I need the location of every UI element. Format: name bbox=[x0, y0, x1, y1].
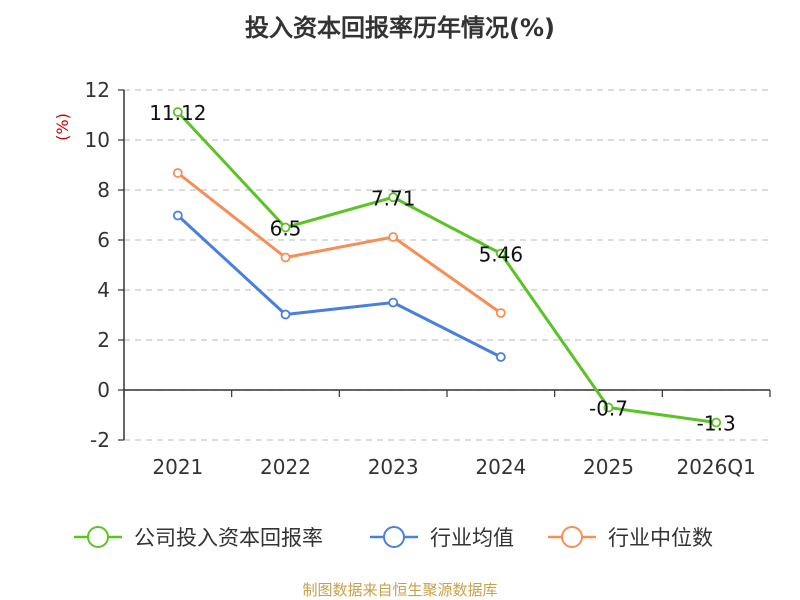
legend-marker bbox=[87, 526, 109, 548]
x-tick-label: 2023 bbox=[368, 455, 419, 479]
data-point bbox=[280, 222, 291, 233]
legend-label: 公司投入资本回报率 bbox=[134, 526, 323, 550]
legend-marker bbox=[383, 526, 405, 548]
x-tick-label: 2021 bbox=[152, 455, 203, 479]
y-tick-label: 8 bbox=[97, 178, 110, 202]
x-tick-label: 2026Q1 bbox=[676, 455, 755, 479]
series-line-2 bbox=[176, 171, 502, 315]
data-point bbox=[495, 248, 506, 259]
chart-title: 投入资本回报率历年情况(%) bbox=[245, 14, 555, 42]
data-point bbox=[172, 168, 183, 178]
data-point bbox=[172, 107, 183, 117]
y-tick-label: -2 bbox=[90, 428, 110, 452]
y-tick-label: 12 bbox=[85, 78, 110, 102]
grid-lines bbox=[124, 89, 770, 441]
legend-item-2[interactable]: 行业中位数 bbox=[548, 526, 713, 550]
data-point bbox=[495, 352, 506, 362]
series-line-0 bbox=[176, 110, 717, 424]
x-tick-label: 2022 bbox=[260, 455, 311, 479]
y-tick-label: 10 bbox=[85, 128, 110, 152]
source-note: 制图数据来自恒生聚源数据库 bbox=[302, 581, 497, 599]
x-tick-label: 2025 bbox=[583, 455, 634, 479]
y-tick-label: 0 bbox=[97, 378, 110, 402]
data-point bbox=[603, 402, 614, 413]
data-point bbox=[280, 252, 291, 263]
data-label: 6.5 bbox=[270, 217, 302, 241]
data-point bbox=[280, 309, 291, 320]
data-point bbox=[711, 417, 722, 428]
data-point bbox=[388, 232, 399, 242]
y-axis-unit: (%) bbox=[53, 113, 72, 141]
data-label: -0.7 bbox=[589, 397, 628, 421]
data-label: 7.71 bbox=[371, 186, 416, 210]
data-point bbox=[172, 210, 183, 221]
data-point bbox=[388, 297, 399, 308]
axes: -2 0 2 4 6 8 10 12 2021 2022 2023 2024 2025 2026Q1 bbox=[85, 78, 771, 479]
series-line-1 bbox=[176, 214, 502, 359]
data-label: 5.46 bbox=[479, 243, 524, 267]
legend-item-0[interactable]: 公司投入资本回报率 bbox=[74, 526, 323, 550]
legend-label: 行业中位数 bbox=[608, 526, 713, 550]
y-tick-label: 4 bbox=[97, 278, 110, 302]
data-label: 11.12 bbox=[149, 101, 206, 125]
x-tick-label: 2024 bbox=[475, 455, 526, 479]
data-point bbox=[495, 308, 506, 318]
y-tick-label: 2 bbox=[97, 328, 110, 352]
data-point bbox=[388, 192, 399, 203]
legend-item-1[interactable]: 行业均值 bbox=[370, 526, 514, 550]
legend-marker bbox=[561, 526, 583, 548]
data-label: -1.3 bbox=[697, 412, 736, 436]
legend-label: 行业均值 bbox=[430, 526, 514, 550]
series-lines bbox=[172, 107, 722, 428]
data-labels: 11.12 6.5 7.71 5.46 -0.7 -1.3 bbox=[149, 101, 735, 436]
legend[interactable]: 公司投入资本回报率 行业均值 行业中位数 bbox=[74, 526, 713, 550]
y-tick-label: 6 bbox=[97, 228, 110, 252]
